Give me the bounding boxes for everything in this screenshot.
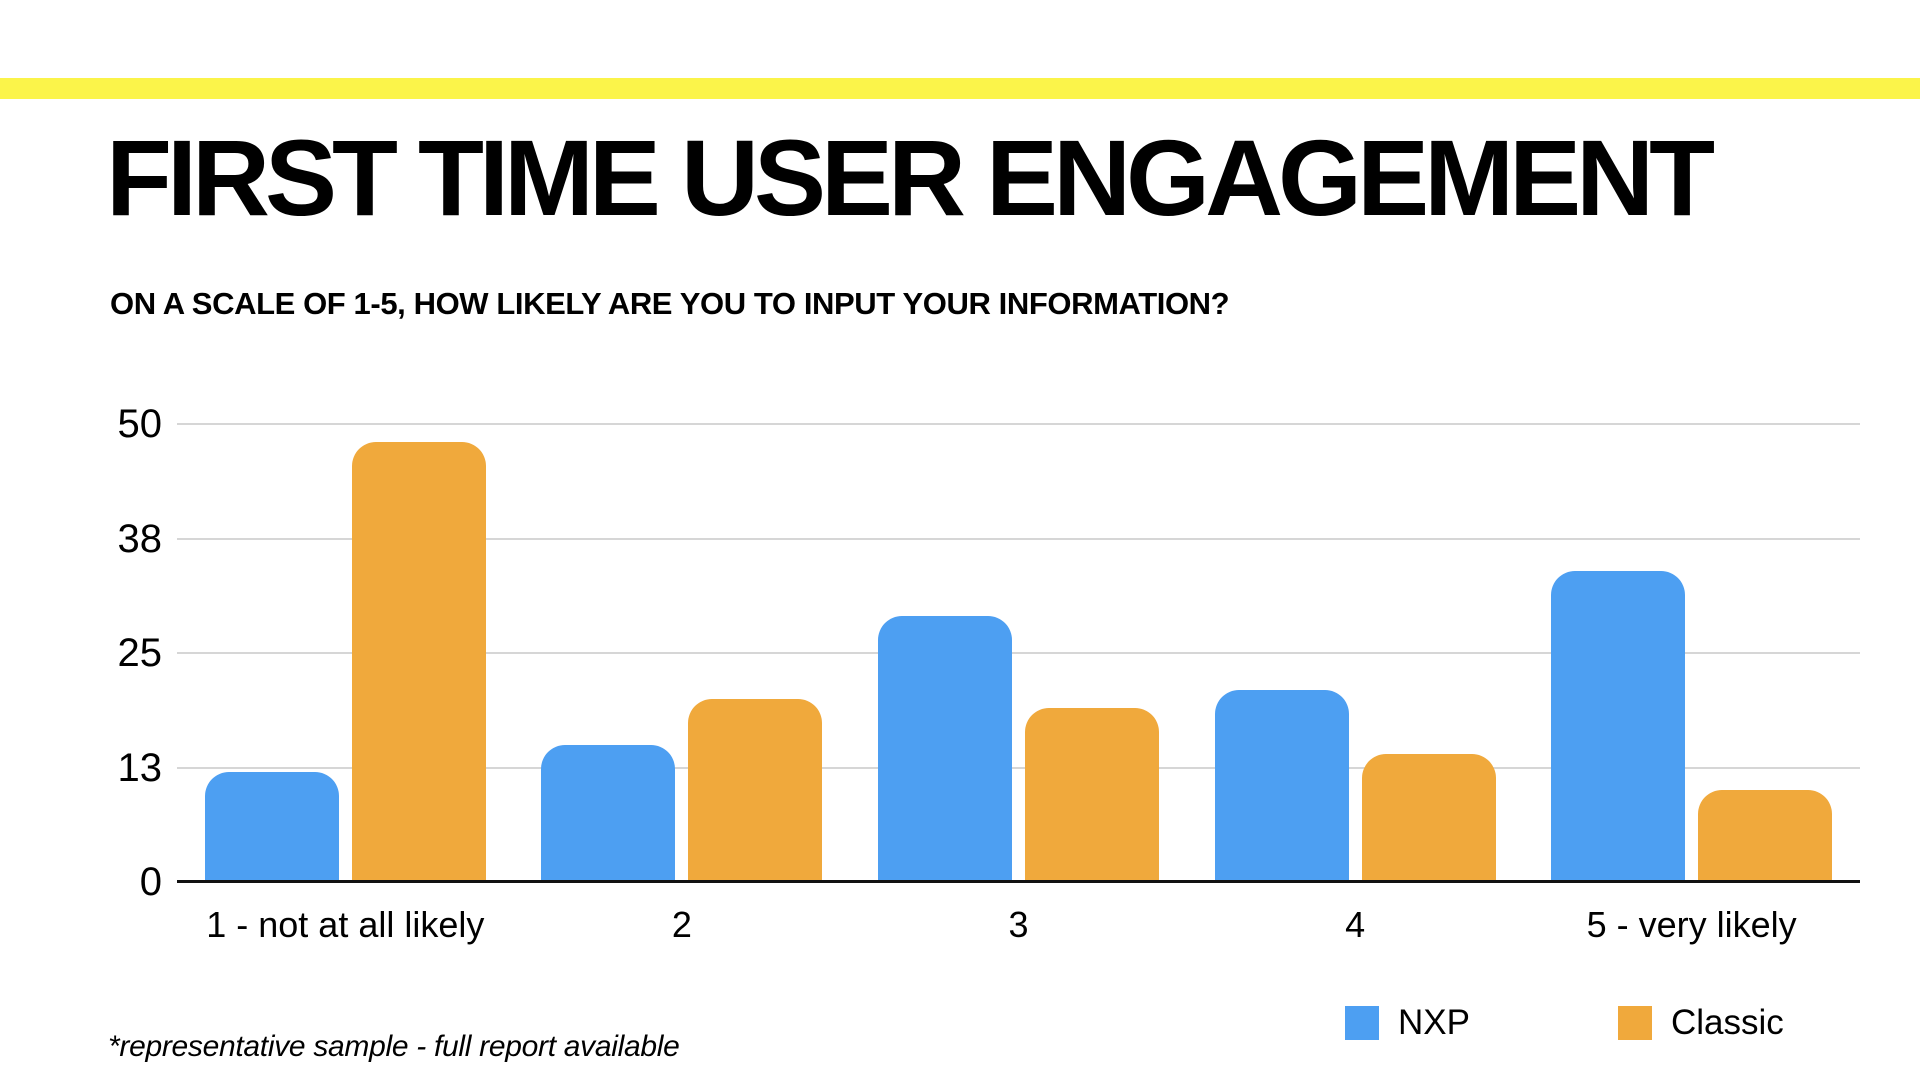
bar-nxp-category-2 — [541, 744, 676, 882]
legend: NXP Classic — [1345, 1003, 1784, 1043]
bar-nxp-category-5 — [1551, 570, 1686, 882]
y-axis: 0 13 25 38 50 — [40, 404, 163, 902]
y-tick-label-25: 25 — [117, 631, 163, 675]
bar-group-1 — [177, 424, 514, 882]
bar-nxp-category-4 — [1214, 689, 1349, 882]
x-axis: 1 - not at all likely 2 3 4 5 - very likely — [177, 904, 1860, 946]
x-tick-label-1: 1 - not at all likely — [206, 904, 485, 945]
gridline-25 — [177, 652, 1860, 654]
bar-group-2 — [514, 424, 851, 882]
chart-subtitle: ON A SCALE OF 1-5, HOW LIKELY ARE YOU TO… — [110, 286, 1230, 321]
bar-group-5 — [1523, 424, 1860, 882]
legend-swatch-classic — [1617, 1006, 1652, 1040]
bar-group-3 — [850, 424, 1187, 882]
legend-label-classic: Classic — [1670, 1003, 1784, 1042]
gridline-38 — [177, 537, 1860, 540]
y-tick-label-38: 38 — [117, 516, 163, 561]
x-tick-label-2: 2 — [671, 904, 692, 945]
x-tick-label-4: 4 — [1345, 904, 1366, 945]
bar-group-4 — [1187, 424, 1524, 882]
y-tick-label-13: 13 — [117, 745, 163, 790]
bar-classic-category-5 — [1698, 790, 1833, 882]
legend-item-classic: Classic — [1617, 1003, 1784, 1043]
x-tick-label-3: 3 — [1008, 904, 1029, 945]
x-axis-baseline — [177, 880, 1860, 883]
legend-label-nxp: NXP — [1398, 1003, 1470, 1042]
bar-groups — [177, 424, 1860, 882]
x-tick-label-5: 5 - very likely — [1586, 904, 1797, 945]
legend-item-nxp: NXP — [1345, 1003, 1470, 1043]
y-tick-label-50: 50 — [117, 402, 163, 446]
bar-nxp-category-1 — [204, 772, 339, 882]
accent-stripe — [0, 78, 1920, 99]
footnote: *representative sample - full report ava… — [108, 1030, 680, 1063]
plot-area — [177, 423, 1860, 883]
bar-classic-category-4 — [1361, 753, 1496, 882]
bar-classic-category-3 — [1024, 707, 1159, 882]
bar-classic-category-1 — [351, 442, 486, 882]
y-tick-label-0: 0 — [139, 860, 162, 904]
bar-nxp-category-3 — [877, 616, 1012, 882]
legend-swatch-nxp — [1345, 1006, 1379, 1040]
gridline-13 — [177, 766, 1860, 769]
chart-title: FIRST TIME USER ENGAGEMENT — [106, 117, 1715, 238]
bar-classic-category-2 — [688, 698, 823, 882]
gridline-50 — [177, 423, 1860, 425]
